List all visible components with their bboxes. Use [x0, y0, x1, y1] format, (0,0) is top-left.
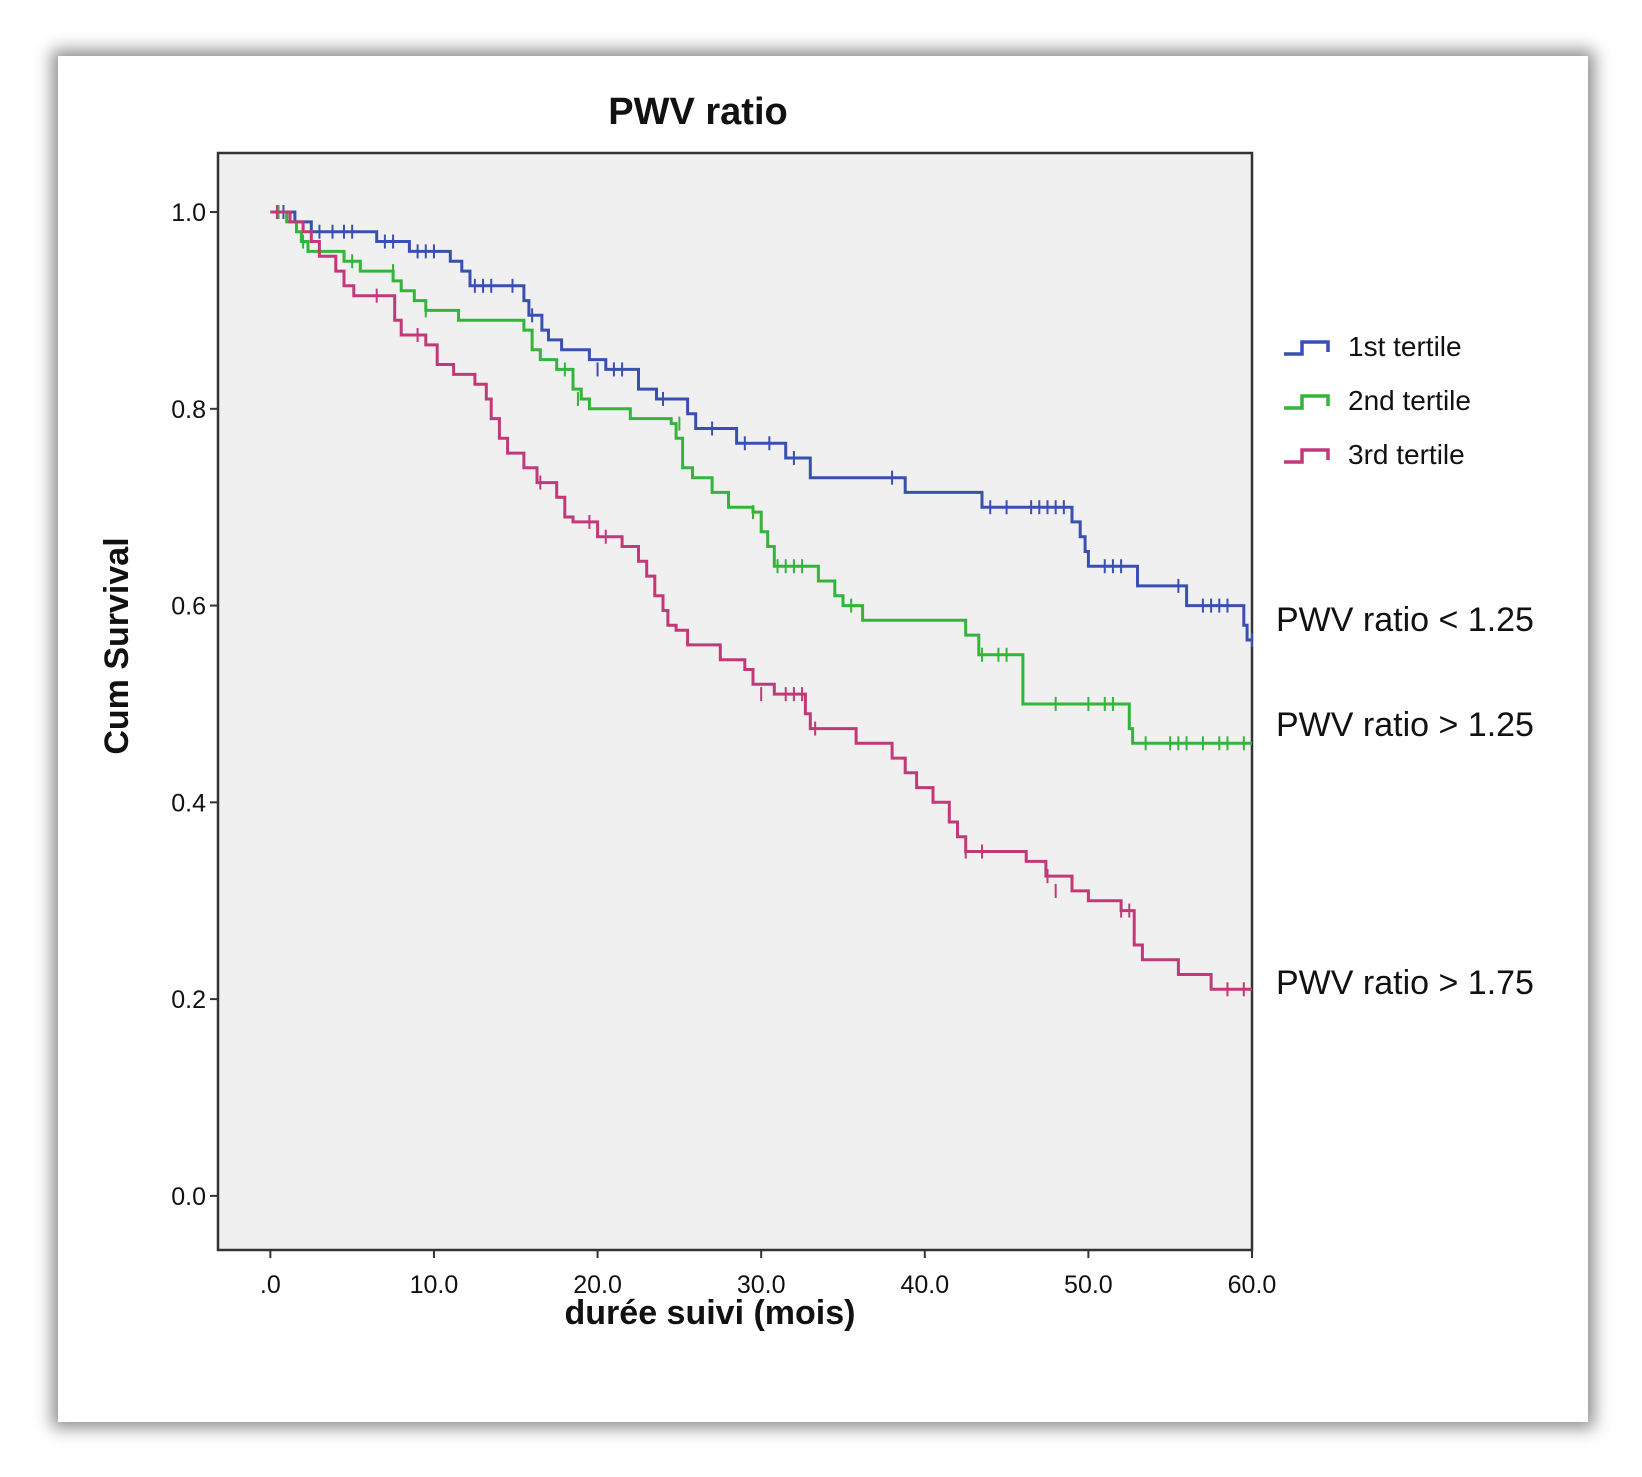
- legend-label: 3rd tertile: [1348, 439, 1465, 470]
- survival-curve-1: [270, 210, 1252, 642]
- x-tick-label: 40.0: [900, 1271, 949, 1299]
- curve-annotation: PWV ratio < 1.25: [1276, 601, 1534, 639]
- legend-swatch: [1284, 448, 1330, 464]
- curve-annotation: PWV ratio > 1.25: [1276, 706, 1534, 744]
- x-tick-label: 50.0: [1064, 1271, 1113, 1299]
- legend: 1st tertile 2nd tertile 3rd tertile: [1284, 331, 1471, 470]
- legend-swatch: [1284, 340, 1330, 356]
- curve-annotations: PWV ratio < 1.25 PWV ratio > 1.25 PWV rati…: [1276, 601, 1534, 1002]
- x-tick-label: .0: [260, 1271, 281, 1299]
- survival-curves: [270, 205, 1253, 997]
- survival-curve-3: [270, 210, 1252, 991]
- x-tick-label: 30.0: [737, 1271, 786, 1299]
- x-tick-label: 10.0: [410, 1271, 459, 1299]
- legend-label: 1st tertile: [1348, 331, 1462, 362]
- y-tick-label: 0.4: [171, 789, 206, 817]
- x-axis-title: durée suivi (mois): [565, 1294, 856, 1332]
- x-axis: .0 10.0 20.0 30.0 40.0 50.0 60.0: [260, 1250, 1276, 1299]
- chart-title: PWV ratio: [608, 91, 787, 133]
- legend-label: 2nd tertile: [1348, 385, 1471, 416]
- plot-area: [216, 151, 1254, 1252]
- km-chart: PWV ratio 0.0 0.2 0.4 0.6 0.8 1.0 .0 10.0 20.0 3…: [98, 91, 1534, 1332]
- legend-swatch: [1284, 394, 1330, 410]
- y-tick-label: 0.6: [171, 593, 206, 621]
- y-tick-label: 0.2: [171, 986, 206, 1014]
- y-tick-label: 1.0: [171, 199, 206, 227]
- y-axis: 0.0 0.2 0.4 0.6 0.8 1.0: [171, 199, 218, 1211]
- x-tick-label: 60.0: [1228, 1271, 1277, 1299]
- curve-annotation: PWV ratio > 1.75: [1276, 964, 1534, 1002]
- survival-curve-2: [270, 210, 1252, 745]
- y-axis-title: Cum Survival: [98, 537, 136, 754]
- y-tick-label: 0.8: [171, 396, 206, 424]
- x-tick-label: 20.0: [573, 1271, 622, 1299]
- y-tick-label: 0.0: [171, 1183, 206, 1211]
- chart-frame: PWV ratio 0.0 0.2 0.4 0.6 0.8 1.0 .0 10.0 20.0 3…: [58, 56, 1588, 1422]
